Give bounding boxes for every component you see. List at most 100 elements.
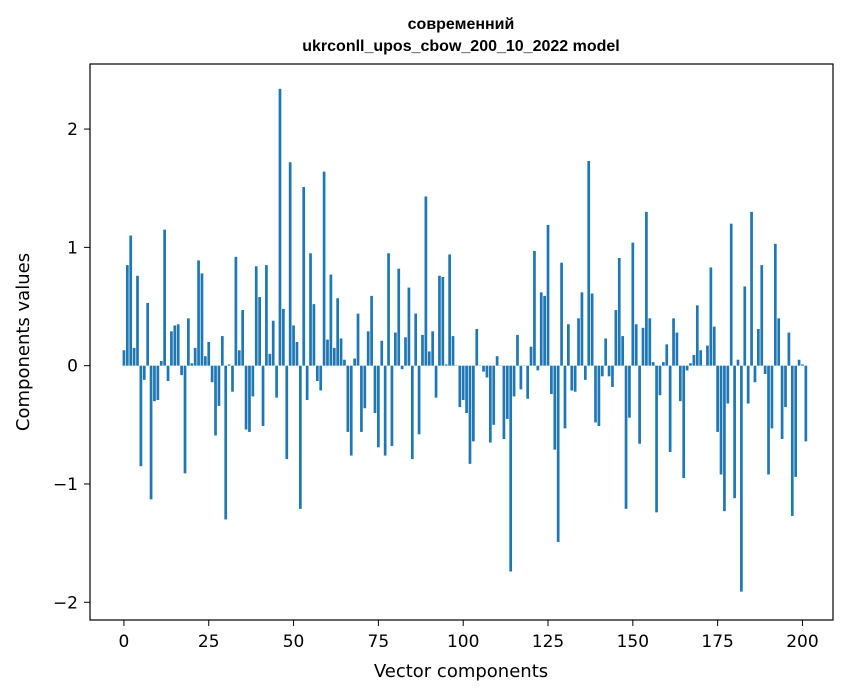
bar-35 [241, 310, 244, 366]
bar-19 [187, 318, 190, 365]
bar-153 [642, 328, 645, 366]
bar-77 [384, 366, 387, 456]
bar-158 [659, 366, 662, 396]
bar-31 [228, 364, 231, 365]
x-tick-label: 100 [447, 632, 479, 652]
bar-174 [713, 327, 716, 366]
bar-73 [370, 296, 373, 366]
bar-143 [608, 366, 611, 377]
bar-114 [509, 366, 512, 572]
bar-124 [543, 296, 546, 366]
y-tick-label: 2 [67, 120, 78, 140]
bar-88 [421, 335, 424, 366]
bar-36 [245, 366, 248, 430]
bar-85 [411, 366, 414, 459]
bar-180 [733, 366, 736, 498]
y-tick-label: 0 [67, 357, 78, 377]
bar-200 [801, 364, 804, 365]
bar-191 [771, 366, 774, 429]
bar-121 [533, 251, 536, 366]
bar-150 [631, 243, 634, 366]
bar-110 [496, 356, 499, 365]
bar-38 [251, 366, 254, 397]
bar-161 [669, 366, 672, 452]
bar-22 [197, 260, 200, 365]
bar-169 [696, 305, 699, 365]
bar-160 [665, 344, 668, 365]
bar-195 [784, 366, 787, 407]
bar-163 [676, 333, 679, 366]
bar-3 [133, 348, 136, 366]
bar-198 [794, 366, 797, 477]
x-tick-label: 175 [701, 632, 733, 652]
bar-25 [207, 342, 210, 366]
bar-21 [194, 348, 197, 366]
bar-74 [374, 366, 377, 413]
bar-155 [648, 318, 651, 365]
bar-64 [340, 338, 343, 365]
bar-190 [767, 366, 770, 475]
bar-89 [425, 196, 428, 365]
bar-183 [743, 286, 746, 365]
bar-108 [489, 366, 492, 443]
bar-16 [177, 324, 180, 365]
bar-170 [699, 350, 702, 365]
x-tick-label: 200 [786, 632, 818, 652]
bar-86 [414, 314, 417, 366]
bar-59 [323, 172, 326, 366]
bar-46 [279, 89, 282, 366]
bar-178 [726, 366, 729, 404]
chart-title-line2: ukrconll_upos_cbow_200_10_2022 model [302, 38, 619, 55]
bar-42 [265, 265, 268, 366]
x-tick-label: 25 [198, 632, 220, 652]
bar-0 [123, 350, 126, 365]
bar-165 [682, 366, 685, 478]
bar-172 [706, 346, 709, 366]
bar-15 [173, 325, 176, 365]
bar-176 [720, 366, 723, 475]
bar-184 [747, 366, 750, 404]
bar-20 [190, 363, 193, 365]
bar-55 [309, 253, 312, 365]
bar-12 [163, 230, 166, 366]
bar-164 [679, 366, 682, 401]
bar-189 [764, 366, 767, 374]
bar-41 [262, 366, 265, 426]
bar-106 [482, 366, 485, 372]
bar-78 [387, 253, 390, 365]
bar-76 [380, 341, 383, 366]
bar-123 [540, 292, 543, 365]
bar-196 [788, 333, 791, 366]
bar-65 [343, 360, 346, 366]
bar-66 [346, 366, 349, 432]
bar-33 [235, 257, 238, 366]
bar-56 [313, 304, 316, 366]
y-tick-label: −2 [53, 593, 78, 613]
bar-87 [418, 366, 421, 435]
bar-68 [353, 359, 356, 366]
bar-159 [662, 362, 665, 366]
bar-58 [319, 366, 322, 391]
bar-115 [513, 366, 516, 397]
bar-13 [167, 366, 170, 381]
y-tick-label: −1 [53, 475, 78, 495]
bar-4 [136, 276, 139, 366]
bar-96 [448, 254, 451, 365]
bar-144 [611, 366, 614, 387]
bar-146 [618, 258, 621, 366]
bars-group [123, 89, 808, 592]
bar-120 [530, 347, 533, 366]
bar-135 [581, 292, 584, 365]
x-tick-label: 0 [119, 632, 130, 652]
bar-167 [689, 363, 692, 365]
bar-52 [299, 366, 302, 509]
bar-23 [201, 273, 204, 365]
bar-81 [397, 269, 400, 366]
bar-126 [550, 366, 553, 394]
bar-6 [143, 366, 146, 380]
bar-24 [204, 356, 207, 365]
bar-100 [462, 366, 465, 400]
bar-67 [350, 366, 353, 456]
bar-152 [638, 366, 641, 444]
bar-5 [140, 366, 143, 467]
